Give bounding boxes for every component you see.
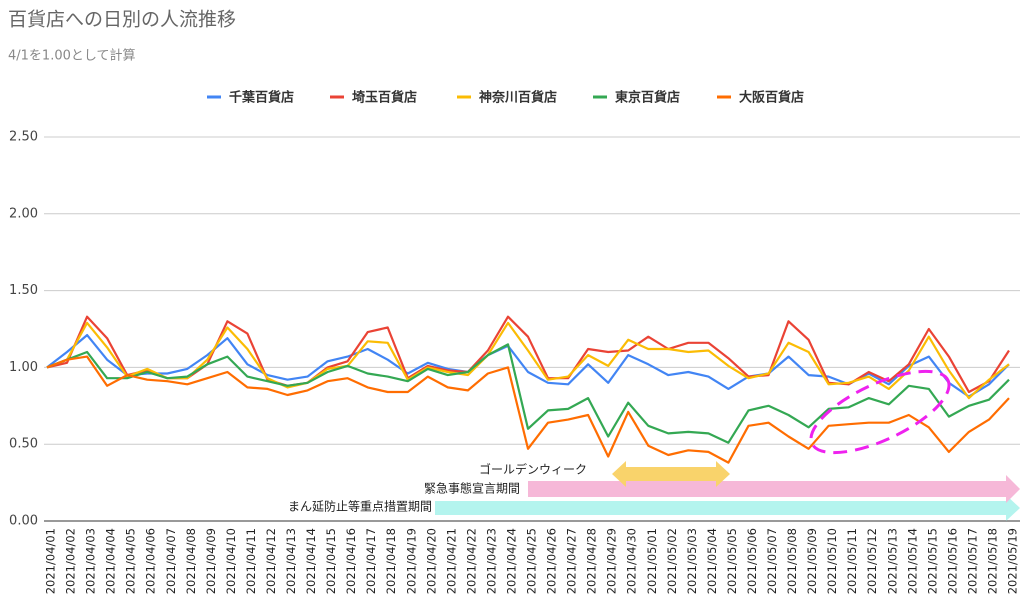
x-tick-label: 2021/04/29: [605, 528, 619, 594]
y-tick-label: 2.00: [9, 206, 38, 221]
x-tick-label: 2021/04/27: [565, 528, 579, 594]
x-tick-label: 2021/04/19: [404, 528, 418, 594]
y-tick-label: 2.50: [9, 130, 38, 145]
series-line: [46, 343, 1010, 444]
annotation: 緊急事態宣言期間: [424, 481, 520, 496]
x-tick-label: 2021/04/26: [545, 528, 559, 594]
x-tick-label: 2021/05/17: [965, 528, 979, 594]
x-tick-label: 2021/05/13: [885, 528, 899, 594]
legend-label: 大阪百貨店: [739, 90, 804, 106]
x-tick-label: 2021/05/01: [645, 528, 659, 594]
annotation: ゴールデンウィーク: [479, 462, 587, 477]
x-tick-label: 2021/05/08: [785, 528, 799, 594]
y-tick-label: 1.00: [9, 360, 38, 375]
x-tick-label: 2021/05/07: [765, 528, 779, 594]
y-tick-label: 1.50: [9, 283, 38, 298]
highlight-ellipse: [809, 369, 951, 455]
x-tick-label: 2021/04/17: [364, 528, 378, 594]
x-tick-label: 2021/04/08: [184, 528, 198, 594]
x-tick-label: 2021/04/12: [264, 528, 278, 594]
x-tick-label: 2021/04/01: [44, 528, 58, 594]
x-tick-label: 2021/04/24: [504, 528, 518, 594]
x-tick-label: 2021/05/12: [865, 528, 879, 594]
x-tick-label: 2021/05/14: [905, 528, 919, 594]
period-arrow: [612, 461, 730, 487]
x-tick-label: 2021/04/30: [625, 528, 639, 594]
x-tick-label: 2021/04/05: [124, 528, 138, 594]
x-tick-label: 2021/04/15: [324, 528, 338, 594]
period-arrow: [528, 475, 1020, 503]
x-tick-label: 2021/04/18: [384, 528, 398, 594]
x-tick-label: 2021/04/22: [464, 528, 478, 594]
y-tick-label: 0.50: [9, 437, 38, 452]
x-tick-label: 2021/04/04: [104, 528, 118, 594]
legend-label: 東京百貨店: [615, 90, 680, 106]
series-line: [46, 355, 1010, 464]
x-tick-label: 2021/05/03: [685, 528, 699, 594]
x-tick-label: 2021/04/25: [525, 528, 539, 594]
x-tick-label: 2021/04/02: [64, 528, 78, 594]
x-tick-label: 2021/05/02: [665, 528, 679, 594]
x-tick-label: 2021/04/13: [284, 528, 298, 594]
x-tick-label: 2021/04/23: [484, 528, 498, 594]
x-tick-label: 2021/04/06: [144, 528, 158, 594]
x-tick-label: 2021/05/11: [845, 528, 859, 594]
legend-label: 神奈川百貨店: [479, 90, 557, 106]
legend-label: 千葉百貨店: [229, 90, 294, 106]
x-tick-label: 2021/05/05: [725, 528, 739, 594]
legend-label: 埼玉百貨店: [352, 90, 417, 106]
x-tick-label: 2021/05/06: [745, 528, 759, 594]
x-tick-label: 2021/05/10: [825, 528, 839, 594]
x-tick-label: 2021/05/04: [705, 528, 719, 594]
x-tick-label: 2021/04/07: [164, 528, 178, 594]
x-tick-label: 2021/05/16: [945, 528, 959, 594]
series-line: [46, 315, 1010, 394]
x-tick-label: 2021/05/09: [805, 528, 819, 594]
x-tick-label: 2021/04/10: [224, 528, 238, 594]
x-tick-label: 2021/04/11: [244, 528, 258, 594]
x-tick-label: 2021/04/09: [204, 528, 218, 594]
x-tick-label: 2021/04/14: [304, 528, 318, 594]
chart-title: 百貨店への日別の人流推移: [8, 9, 236, 31]
x-tick-label: 2021/04/20: [424, 528, 438, 594]
x-tick-label: 2021/05/15: [925, 528, 939, 594]
x-tick-label: 2021/04/16: [344, 528, 358, 594]
x-tick-label: 2021/04/21: [444, 528, 458, 594]
x-tick-label: 2021/04/03: [84, 528, 98, 594]
x-tick-label: 2021/05/19: [1006, 528, 1020, 594]
y-tick-label: 0.00: [9, 514, 38, 529]
annotation: まん延防止等重点措置期間: [288, 499, 432, 514]
x-tick-label: 2021/04/28: [585, 528, 599, 594]
x-tick-label: 2021/05/18: [985, 528, 999, 594]
chart-subtitle: 4/1を1.00として計算: [8, 48, 135, 64]
period-arrow: [435, 495, 1020, 521]
series-line: [46, 321, 1010, 400]
